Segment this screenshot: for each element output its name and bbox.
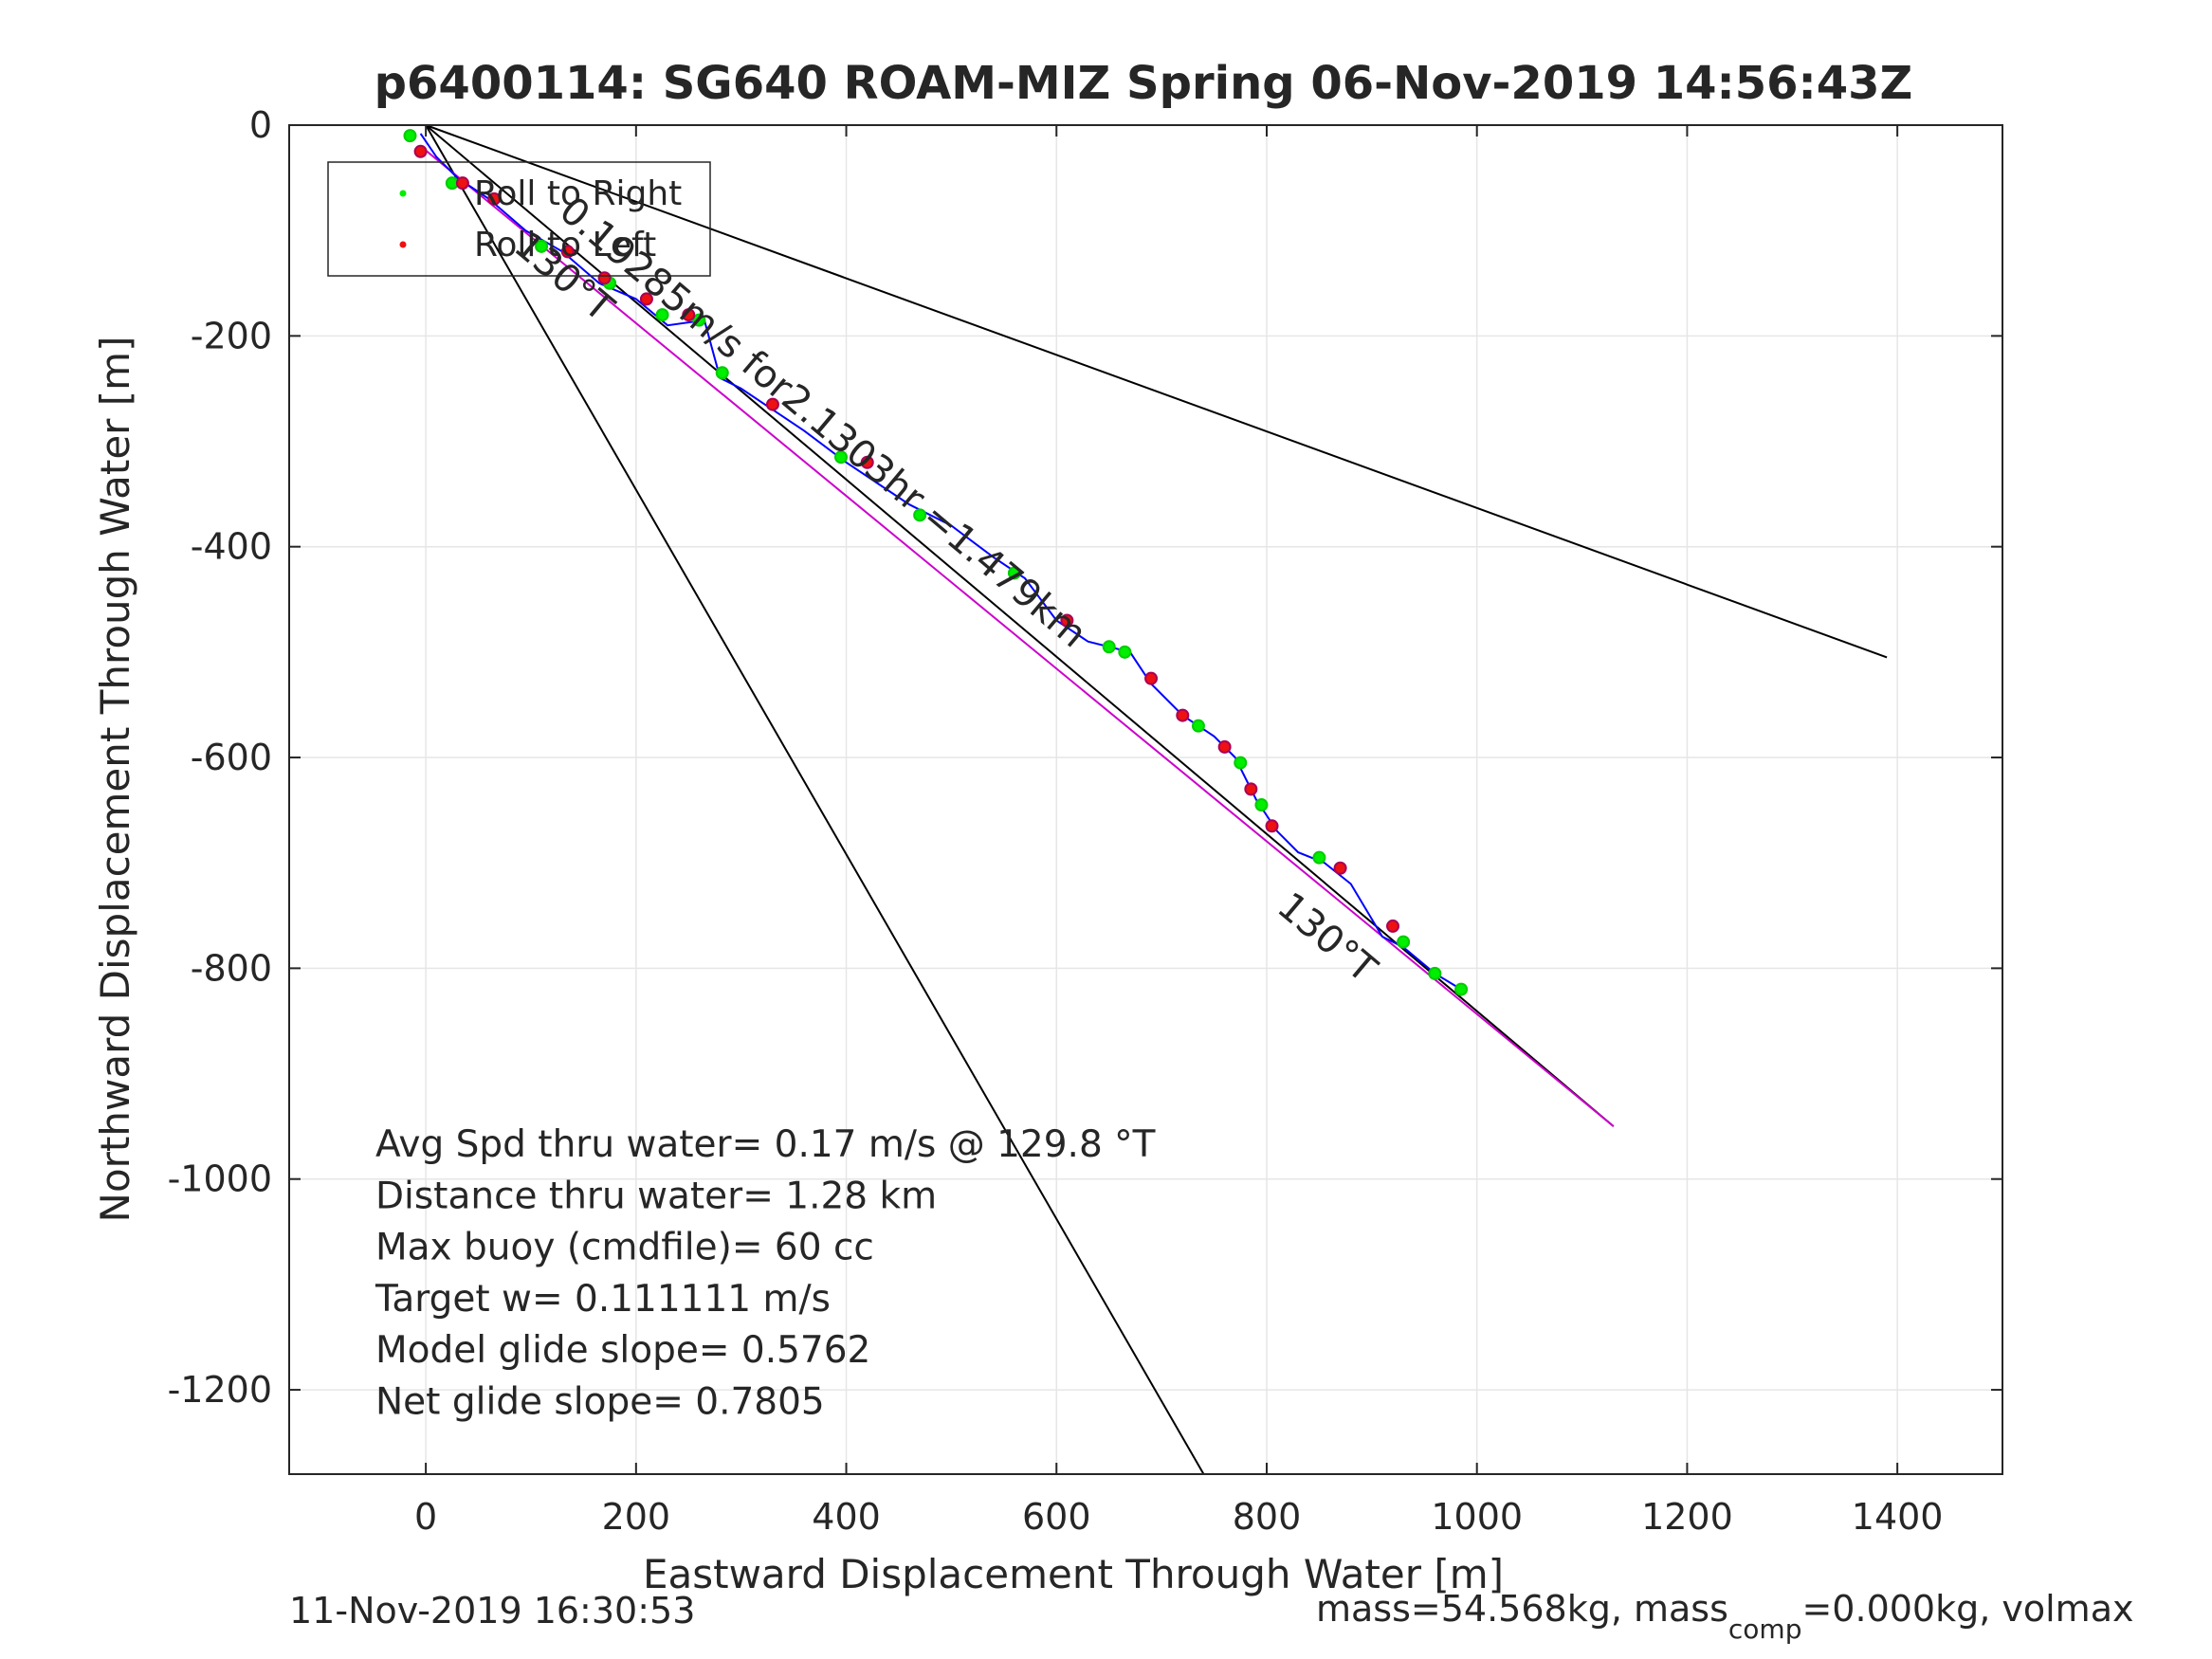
roll-right-point xyxy=(1191,719,1205,733)
reference-lines xyxy=(419,124,1888,1475)
roll-right-point xyxy=(1102,640,1116,654)
glider-track xyxy=(419,133,1462,991)
footer-mass: mass=54.568kg, masscomp=0.000kg, volmax xyxy=(1316,1588,2133,1645)
roll-right-point xyxy=(1234,756,1248,770)
roll-left-point xyxy=(682,308,696,322)
roll-left-markers xyxy=(413,144,1400,933)
roll-left-point xyxy=(413,144,428,158)
roll-left-point xyxy=(455,176,469,191)
roll-left-point xyxy=(639,292,653,306)
roll-right-point xyxy=(655,308,669,322)
legend-marker-roll-left xyxy=(399,241,407,248)
roll-left-point xyxy=(1333,861,1347,875)
stats-line: Model glide slope= 0.5762 xyxy=(375,1329,870,1372)
roll-right-point xyxy=(1397,935,1411,949)
grid xyxy=(289,124,2002,1474)
stats-line: Net glide slope= 0.7805 xyxy=(375,1381,825,1424)
stats-line: Avg Spd thru water= 0.17 m/s @ 129.8 °T xyxy=(375,1123,1156,1166)
legend-box xyxy=(327,161,711,277)
roll-left-point xyxy=(1144,671,1159,685)
axis-ticks: 0 200 400 600 800 1000 1200 1400 0 -200 -400 -600 -8… xyxy=(168,104,2002,1538)
roll-right-point xyxy=(913,508,927,522)
roll-left-point xyxy=(1060,613,1074,628)
roll-right-point xyxy=(1428,966,1442,980)
y-tick-label: -400 xyxy=(191,526,272,568)
heading-label: 130°T xyxy=(1269,884,1384,992)
x-tick-label: 1000 xyxy=(1431,1496,1523,1538)
roll-left-point xyxy=(860,455,874,469)
x-tick-label: 0 xyxy=(414,1496,437,1538)
legend-label-roll-right: Roll to Right xyxy=(474,174,682,213)
x-axis-label: Eastward Displacement Through Water [m] xyxy=(643,1551,1504,1597)
legend-marker-roll-right xyxy=(399,190,407,197)
y-axis-label: Northward Displacement Through Water [m] xyxy=(92,337,138,1223)
y-tick-label: -800 xyxy=(191,947,272,989)
roll-left-point xyxy=(1386,919,1400,933)
roll-right-point xyxy=(1007,566,1021,580)
roll-left-point xyxy=(1176,708,1190,722)
roll-left-point xyxy=(487,191,502,206)
roll-right-point xyxy=(1454,982,1469,996)
roll-left-point xyxy=(1244,782,1258,796)
x-tick-label: 1400 xyxy=(1852,1496,1944,1538)
reference-line xyxy=(425,124,1888,659)
x-tick-label: 1200 xyxy=(1641,1496,1733,1538)
axes-box xyxy=(288,124,2003,1475)
roll-left-point xyxy=(560,245,575,259)
stats-line: Target w= 0.111111 m/s xyxy=(375,1278,831,1321)
reference-line xyxy=(425,124,1615,1127)
x-tick-label: 200 xyxy=(602,1496,671,1538)
roll-right-point xyxy=(1118,645,1132,659)
roll-right-point xyxy=(535,239,549,253)
reference-line xyxy=(419,145,1615,1127)
chart-title: p6400114: SG640 ROAM-MIZ Spring 06-Nov-2… xyxy=(375,57,1913,110)
roll-right-point xyxy=(403,129,417,143)
roll-right-point xyxy=(692,313,706,327)
y-tick-label: -600 xyxy=(191,737,272,778)
legend: Roll to Right Roll to Left xyxy=(327,161,711,277)
track-line xyxy=(419,133,1462,991)
legend-label-roll-left: Roll to Left xyxy=(474,226,656,264)
roll-left-point xyxy=(765,397,779,411)
y-tick-label: -1000 xyxy=(168,1158,272,1200)
x-tick-label: 800 xyxy=(1233,1496,1302,1538)
stats-line: Max buoy (cmdfile)= 60 cc xyxy=(375,1227,874,1269)
reference-line xyxy=(425,124,1205,1475)
roll-right-point xyxy=(1312,850,1326,865)
footer-mass-text: mass=54.568kg, mass xyxy=(1316,1588,1728,1630)
x-tick-label: 600 xyxy=(1022,1496,1091,1538)
x-tick-label: 400 xyxy=(812,1496,881,1538)
roll-right-point xyxy=(1254,798,1269,812)
footer-mass-rest: =0.000kg, volmax xyxy=(1801,1588,2133,1630)
y-tick-label: -200 xyxy=(191,315,272,356)
footer-mass-sub: comp xyxy=(1728,1613,1802,1645)
stats-line: Distance thru water= 1.28 km xyxy=(375,1175,937,1217)
footer-timestamp: 11-Nov-2019 16:30:53 xyxy=(289,1590,695,1632)
roll-left-point xyxy=(597,271,612,285)
roll-left-point xyxy=(1265,819,1279,833)
roll-right-point xyxy=(834,450,849,465)
roll-right-markers xyxy=(403,129,1469,996)
roll-right-point xyxy=(715,366,729,380)
y-tick-label: 0 xyxy=(249,104,272,146)
y-tick-label: -1200 xyxy=(168,1369,272,1411)
roll-left-point xyxy=(1217,739,1232,754)
